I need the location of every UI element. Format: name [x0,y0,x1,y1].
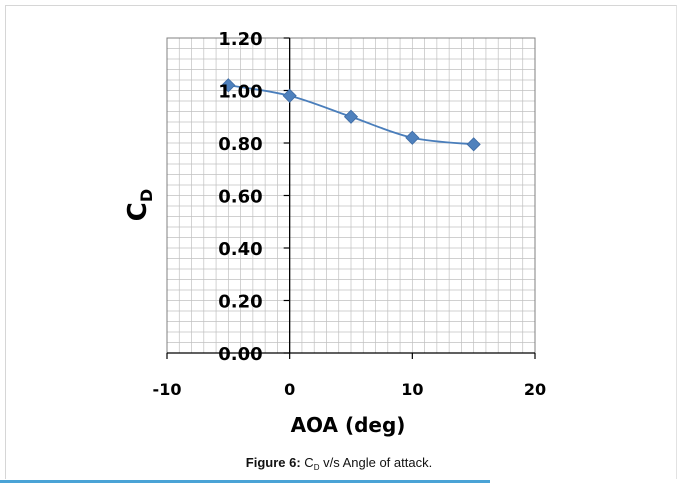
y-tick-label: 0.80 [218,134,262,155]
y-axis-label-sub: D [137,189,156,202]
figure-frame [5,5,677,479]
caption-subscript: D [313,463,320,472]
caption-label: Figure 6: [245,455,301,470]
y-tick-label: 1.20 [218,29,262,50]
data-point [405,130,420,145]
y-tick-label: 0.00 [218,344,262,365]
x-tick-label: 20 [524,380,546,399]
y-axis-label-main: C [123,202,153,221]
x-axis-label: AOA (deg) [291,413,406,437]
data-point [282,88,297,103]
data-point [343,109,359,124]
y-axis-label: CD [123,189,156,221]
x-tick-label: 0 [284,380,295,399]
caption-text-before: C [300,455,314,470]
tick-labels: -10 0 10 20 0.00 0.20 0.40 0.60 0.80 1.00 1.20 [153,29,547,399]
caption-text-after: v/s Angle of attack. [319,455,433,470]
data-point [466,137,481,152]
y-tick-label: 1.00 [218,82,262,103]
y-tick-label: 0.40 [218,239,262,260]
figure-caption: Figure 6: CD v/s Angle of attack. [0,455,678,472]
x-tick-label: 10 [401,380,423,399]
x-tick-label: -10 [153,380,182,399]
series-cd [221,78,481,152]
y-tick-label: 0.20 [218,292,262,313]
svg-text:CD: CD [123,189,156,221]
accent-rule [0,480,490,483]
data-point [221,78,236,93]
y-tick-label: 0.60 [218,187,262,208]
